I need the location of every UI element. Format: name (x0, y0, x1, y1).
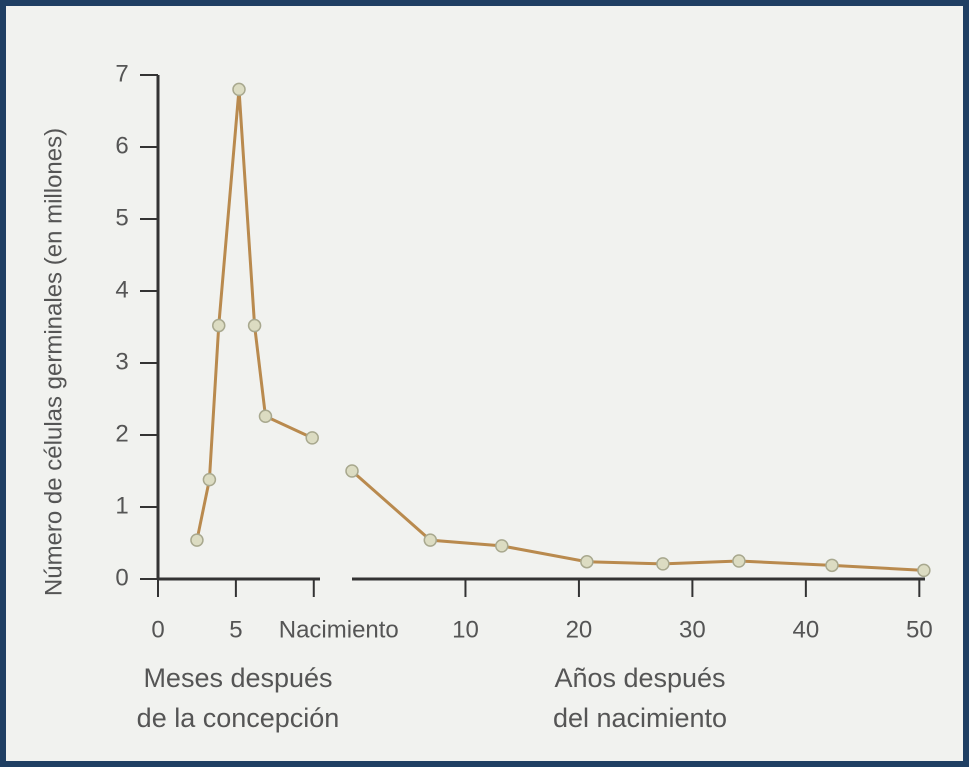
x-axis-label: Meses después (143, 663, 332, 693)
y-tick-label: 1 (115, 492, 128, 519)
data-point (917, 563, 931, 578)
y-tick-label: 3 (115, 348, 128, 375)
x-tick-label: 40 (793, 616, 820, 643)
data-point (825, 558, 839, 573)
x-tick-label: 5 (229, 616, 242, 643)
x-tick-label: 50 (906, 616, 933, 643)
data-point (202, 472, 217, 487)
x-tick-label: 30 (679, 616, 706, 643)
data-point (345, 464, 359, 478)
data-point (305, 431, 319, 445)
x-tick-label: Nacimiento (279, 616, 399, 643)
x-tick-label: 0 (151, 616, 164, 643)
data-point (232, 82, 246, 97)
data-point (258, 409, 273, 424)
data-point (423, 533, 438, 547)
x-axis-label: Años después (554, 663, 725, 693)
y-tick-label: 0 (115, 564, 128, 591)
x-tick-label: 20 (566, 616, 593, 643)
data-point (247, 318, 262, 333)
y-tick-label: 7 (115, 60, 128, 87)
y-axis-label: Número de células germinales (en millone… (40, 128, 67, 596)
data-point (212, 318, 226, 333)
y-tick-label: 2 (115, 420, 128, 447)
x-axis-label: de la concepción (137, 703, 340, 733)
data-point (495, 539, 509, 553)
data-point (190, 533, 204, 547)
x-axis-label: del nacimiento (553, 703, 727, 733)
x-tick-label: 10 (452, 616, 479, 643)
data-point (732, 554, 746, 568)
y-tick-label: 4 (115, 276, 128, 303)
data-line (351, 469, 924, 572)
data-point (656, 557, 670, 571)
y-tick-label: 6 (115, 132, 128, 159)
data-point (580, 554, 594, 569)
y-tick-label: 5 (115, 204, 128, 231)
